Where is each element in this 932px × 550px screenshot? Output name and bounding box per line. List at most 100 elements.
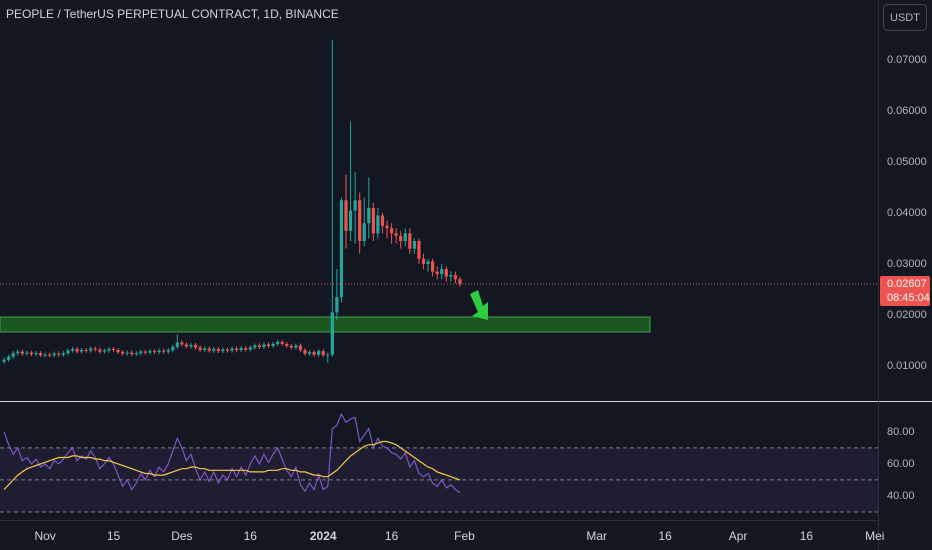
candle-body bbox=[11, 353, 15, 357]
x-tick-label: Mei bbox=[865, 529, 884, 543]
candle-body bbox=[93, 348, 97, 350]
candle-body bbox=[280, 341, 284, 344]
x-tick-label: 16 bbox=[658, 529, 672, 543]
candle-body bbox=[431, 261, 435, 272]
y-tick-label: 0.07000 bbox=[887, 54, 927, 66]
candle-body bbox=[289, 345, 293, 348]
candle-body bbox=[307, 352, 312, 354]
currency-button[interactable] bbox=[883, 4, 927, 31]
candle-body bbox=[344, 200, 348, 231]
candle-body bbox=[330, 312, 334, 355]
x-tick-label: 15 bbox=[107, 529, 121, 543]
x-tick-label: Nov bbox=[34, 529, 55, 543]
candle-body bbox=[339, 200, 344, 298]
candle-body bbox=[162, 350, 166, 352]
y-tick-label: 0.05000 bbox=[887, 156, 927, 168]
y-tick-label: 60.00 bbox=[887, 458, 915, 470]
candle-body bbox=[38, 353, 43, 356]
candle-body bbox=[385, 225, 389, 229]
candle-body bbox=[157, 350, 161, 353]
candle-body bbox=[253, 345, 257, 348]
candle-body bbox=[116, 350, 120, 353]
candle-body bbox=[234, 348, 239, 351]
candle-body bbox=[440, 269, 444, 275]
candle-body bbox=[152, 351, 157, 353]
arrow bbox=[470, 290, 488, 320]
candle-body bbox=[276, 341, 280, 344]
y-tick-label: 0.03000 bbox=[887, 258, 927, 270]
candle-body bbox=[399, 235, 403, 242]
candle-body bbox=[348, 210, 353, 231]
currency-label[interactable]: USDT bbox=[890, 12, 920, 24]
candle-body bbox=[435, 271, 439, 275]
candle-body bbox=[403, 233, 407, 242]
candle-body bbox=[426, 261, 430, 264]
candle-body bbox=[239, 348, 243, 351]
candle-body bbox=[298, 345, 303, 351]
support-zone bbox=[0, 316, 651, 333]
candle-body bbox=[458, 279, 462, 284]
y-tick-label: 0.01000 bbox=[887, 360, 927, 372]
candle-body bbox=[143, 351, 148, 353]
candle-body bbox=[48, 354, 52, 356]
rsi-line bbox=[3, 440, 461, 490]
candle-body bbox=[84, 350, 88, 352]
x-tick-label: 2024 bbox=[310, 529, 337, 543]
candle-body bbox=[130, 352, 134, 355]
candle-body bbox=[66, 350, 70, 354]
candle-body bbox=[7, 356, 11, 360]
candle-body bbox=[353, 200, 357, 211]
candle-body bbox=[257, 345, 261, 348]
candle-body bbox=[25, 352, 29, 354]
grid bbox=[0, 447, 878, 513]
candle-body bbox=[371, 207, 375, 234]
x-tick-label: 16 bbox=[800, 529, 814, 543]
candle-body bbox=[80, 350, 84, 352]
candle-body bbox=[412, 241, 416, 249]
candle-body bbox=[212, 349, 216, 351]
candle-body bbox=[102, 350, 106, 352]
x-tick-label: Apr bbox=[729, 529, 748, 543]
candle-body bbox=[70, 349, 75, 351]
candle-body bbox=[2, 359, 6, 362]
y-tick-label: 0.04000 bbox=[887, 207, 927, 219]
candle-body bbox=[171, 347, 175, 351]
marks bbox=[0, 40, 878, 494]
candle-body bbox=[285, 343, 289, 346]
candle-body bbox=[107, 349, 111, 351]
candle-body bbox=[376, 215, 380, 234]
candle-body bbox=[43, 354, 47, 356]
candle-body bbox=[189, 344, 193, 347]
candle-body bbox=[29, 352, 34, 355]
x-tick-label: 16 bbox=[385, 529, 399, 543]
candle-body bbox=[225, 349, 230, 351]
candle-body bbox=[303, 350, 307, 354]
candle-body bbox=[57, 353, 61, 355]
candle-body bbox=[248, 347, 252, 350]
candle-body bbox=[230, 348, 234, 351]
candle-body bbox=[52, 353, 56, 356]
candle-body bbox=[111, 349, 116, 351]
labels: Nov 15 Des 16 2024 16 Feb Mar 16 Apr 16 Mei 0.01000 0… bbox=[34, 54, 930, 543]
candle-body bbox=[389, 228, 394, 234]
x-tick-label: 16 bbox=[244, 529, 258, 543]
candle-body bbox=[166, 350, 170, 352]
candle-body bbox=[121, 352, 125, 354]
candle-body bbox=[184, 344, 189, 347]
candle-body bbox=[207, 348, 211, 351]
candle-body bbox=[125, 352, 129, 354]
candle-body bbox=[335, 297, 339, 313]
candle-body bbox=[20, 351, 24, 354]
candle-body bbox=[139, 351, 143, 354]
candle-body bbox=[271, 343, 275, 346]
candle-body bbox=[89, 348, 93, 351]
band-fill bbox=[0, 447, 878, 512]
candle-body bbox=[294, 345, 298, 348]
candle-body bbox=[312, 352, 316, 355]
x-tick-label: Mar bbox=[586, 529, 607, 543]
candle-body bbox=[266, 344, 271, 346]
candle-body bbox=[453, 275, 458, 280]
candle-body bbox=[148, 351, 152, 353]
